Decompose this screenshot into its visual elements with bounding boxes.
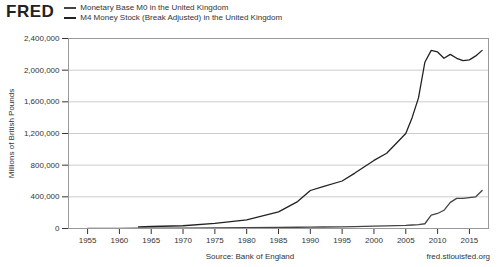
svg-text:2,000,000: 2,000,000	[24, 66, 60, 75]
svg-text:2000: 2000	[365, 236, 383, 245]
html-text:Source: Bank of England: Source: Bank of England	[205, 252, 295, 261]
svg-text:2010: 2010	[429, 236, 447, 245]
svg-text:1965: 1965	[142, 236, 160, 245]
svg-text:1970: 1970	[174, 236, 192, 245]
svg-text:2015: 2015	[461, 236, 479, 245]
svg-text:800,000: 800,000	[31, 161, 60, 170]
html-text:fred.stlouisfed.org: fred.stlouisfed.org	[426, 252, 490, 261]
svg-text:2005: 2005	[397, 236, 415, 245]
html-text:M4 Money Stock (Break Adjusted: M4 Money Stock (Break Adjusted) in the U…	[80, 13, 283, 22]
svg-text:0: 0	[55, 224, 60, 233]
svg-text:1955: 1955	[79, 236, 97, 245]
svg-text:1995: 1995	[333, 236, 351, 245]
html-text:FRED: FRED	[6, 2, 55, 21]
svg-text:1980: 1980	[238, 236, 256, 245]
svg-text:1975: 1975	[206, 236, 224, 245]
svg-text:1,200,000: 1,200,000	[24, 129, 60, 138]
svg-text:Millions of British Pounds: Millions of British Pounds	[7, 89, 16, 178]
svg-text:400,000: 400,000	[31, 192, 60, 201]
svg-text:1990: 1990	[301, 236, 319, 245]
svg-text:1960: 1960	[111, 236, 129, 245]
svg-text:1985: 1985	[270, 236, 288, 245]
svg-text:2,400,000: 2,400,000	[24, 34, 60, 43]
svg-text:1,600,000: 1,600,000	[24, 97, 60, 106]
html-text:Monetary Base M0 in the United: Monetary Base M0 in the United Kingdom	[80, 3, 229, 12]
